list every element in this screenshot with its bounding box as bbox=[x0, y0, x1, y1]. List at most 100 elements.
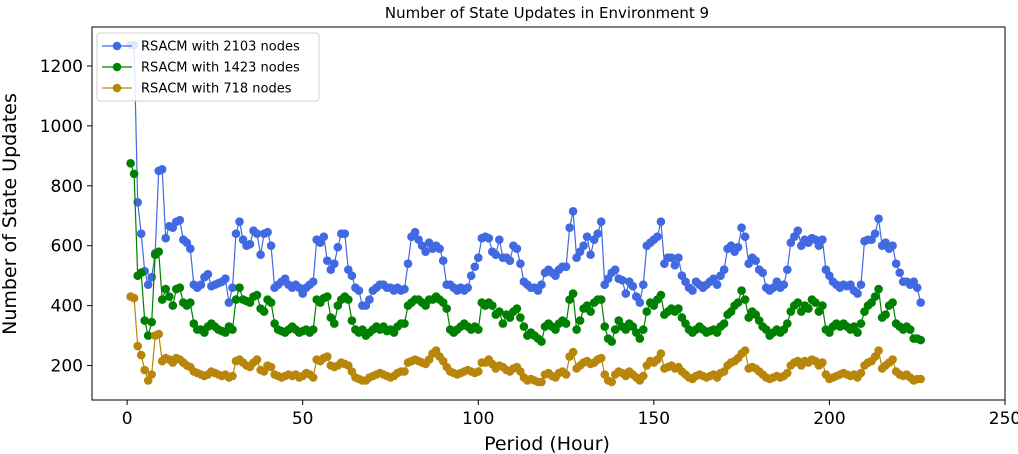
data-point bbox=[400, 284, 409, 294]
data-point bbox=[751, 256, 760, 266]
data-point bbox=[856, 280, 866, 290]
data-point bbox=[596, 295, 606, 304]
data-point bbox=[670, 260, 680, 270]
data-point bbox=[466, 271, 476, 281]
legend-box bbox=[96, 32, 320, 102]
data-point bbox=[263, 227, 272, 237]
data-point bbox=[856, 319, 866, 328]
data-point bbox=[719, 265, 729, 275]
data-point bbox=[143, 331, 153, 340]
data-point bbox=[308, 373, 318, 382]
data-point bbox=[403, 259, 413, 269]
data-point bbox=[400, 319, 409, 328]
data-point bbox=[856, 368, 866, 378]
data-point bbox=[916, 335, 925, 345]
series-3 bbox=[126, 292, 925, 387]
data-point bbox=[642, 307, 652, 316]
data-point bbox=[912, 283, 922, 293]
x-tick-label: 0 bbox=[122, 409, 133, 429]
data-point bbox=[586, 307, 595, 316]
data-point bbox=[639, 280, 648, 290]
data-point bbox=[474, 325, 483, 334]
data-point bbox=[888, 241, 897, 250]
data-point bbox=[136, 229, 146, 238]
data-point bbox=[231, 295, 241, 304]
data-point bbox=[783, 368, 792, 378]
data-point bbox=[228, 325, 237, 334]
data-point bbox=[147, 370, 156, 379]
series-1 bbox=[126, 40, 925, 310]
legend-label: RSACM with 1423 nodes bbox=[141, 61, 300, 76]
data-point bbox=[161, 233, 170, 243]
data-point bbox=[438, 256, 448, 266]
data-point bbox=[635, 334, 645, 343]
data-point bbox=[568, 289, 578, 298]
data-point bbox=[498, 319, 508, 328]
data-point bbox=[667, 253, 676, 262]
data-point bbox=[610, 325, 620, 334]
data-point bbox=[870, 229, 880, 238]
data-point bbox=[519, 322, 529, 331]
y-axis-label: Number of State Updates bbox=[0, 93, 21, 335]
data-point bbox=[308, 277, 318, 287]
data-point bbox=[495, 235, 504, 244]
data-point bbox=[853, 289, 862, 298]
data-point bbox=[266, 362, 276, 372]
data-point bbox=[635, 298, 645, 307]
data-point bbox=[474, 367, 483, 376]
data-point bbox=[259, 307, 269, 316]
data-point bbox=[561, 319, 571, 328]
data-point bbox=[804, 304, 813, 313]
data-point bbox=[266, 298, 276, 307]
data-point bbox=[252, 229, 262, 238]
data-point bbox=[674, 304, 683, 313]
data-point bbox=[175, 215, 185, 225]
series-layer bbox=[126, 40, 925, 387]
legend: RSACM with 2103 nodes RSACM with 1423 nod… bbox=[96, 32, 320, 102]
data-point bbox=[140, 365, 149, 375]
data-point bbox=[639, 371, 648, 381]
data-point bbox=[365, 295, 374, 304]
data-point bbox=[888, 355, 897, 364]
y-tick-label: 400 bbox=[51, 297, 83, 317]
data-point bbox=[252, 290, 262, 300]
data-point bbox=[639, 325, 648, 334]
data-point bbox=[740, 295, 750, 304]
data-point bbox=[484, 233, 494, 243]
data-point bbox=[783, 319, 792, 328]
data-point bbox=[133, 341, 142, 351]
data-point bbox=[818, 235, 827, 244]
data-point bbox=[157, 295, 167, 304]
data-point bbox=[344, 295, 353, 304]
x-axis: 0 50 100 150 200 250 bbox=[122, 400, 1018, 429]
data-point bbox=[582, 232, 592, 241]
legend-label: RSACM with 718 nodes bbox=[141, 82, 292, 97]
data-point bbox=[905, 325, 915, 334]
legend-item: RSACM with 2103 nodes bbox=[102, 40, 300, 55]
legend-item: RSACM with 1423 nodes bbox=[102, 61, 300, 76]
x-tick-label: 100 bbox=[462, 409, 494, 429]
data-point bbox=[235, 217, 244, 226]
data-point bbox=[442, 304, 452, 313]
data-point bbox=[154, 247, 163, 256]
data-point bbox=[140, 316, 149, 325]
data-point bbox=[495, 307, 504, 316]
chart-title: Number of State Updates in Environment 9 bbox=[385, 4, 709, 22]
x-tick-label: 250 bbox=[989, 409, 1018, 429]
data-point bbox=[516, 313, 525, 322]
data-point bbox=[516, 259, 525, 269]
series-2 bbox=[126, 159, 925, 346]
y-tick-label: 1200 bbox=[40, 57, 83, 77]
data-point bbox=[565, 223, 574, 232]
data-point bbox=[400, 367, 409, 376]
data-point bbox=[733, 242, 743, 252]
data-point bbox=[266, 241, 276, 250]
data-point bbox=[607, 377, 616, 387]
data-point bbox=[143, 280, 153, 290]
data-point bbox=[853, 328, 862, 337]
data-point bbox=[203, 269, 213, 279]
data-point bbox=[818, 358, 827, 367]
data-point bbox=[779, 280, 789, 290]
data-point bbox=[712, 280, 722, 290]
data-point bbox=[245, 239, 255, 249]
